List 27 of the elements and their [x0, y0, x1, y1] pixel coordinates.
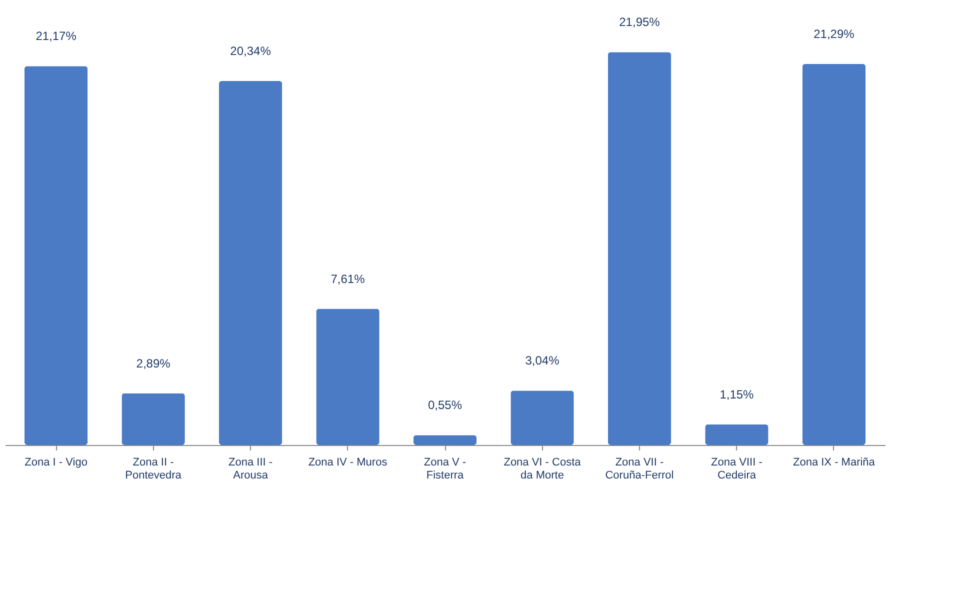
data-label: 21,17% — [36, 29, 77, 44]
data-label: 20,34% — [230, 44, 272, 58]
data-label: 3,04% — [525, 354, 560, 368]
x-tick-label: Zona II - Pontevedra — [125, 456, 182, 482]
data-label: 21,29% — [814, 26, 855, 41]
bar — [608, 52, 672, 445]
bar — [24, 66, 88, 445]
x-tick-label: Zona VI - Costa da Morte — [504, 456, 582, 482]
data-label: 21,95% — [619, 15, 660, 30]
bar — [122, 393, 185, 445]
x-tick-label: Zona VII - Coruña-Ferrol — [605, 456, 674, 482]
x-tick-label: Zona VIII - Cedeira — [711, 456, 763, 482]
data-label: 2,89% — [136, 356, 171, 370]
x-tick-label: Zona V - Fisterra — [424, 456, 466, 482]
x-tick-label: Zona IX - Mariña — [792, 456, 876, 468]
bar — [510, 390, 574, 445]
data-label: 0,55% — [428, 398, 462, 412]
bar — [802, 64, 866, 445]
data-label: 1,15% — [720, 387, 754, 402]
bar — [413, 435, 477, 445]
bar — [705, 424, 768, 445]
x-tick-label: Zona III - Arousa — [228, 456, 273, 482]
bar — [218, 80, 282, 445]
bar — [316, 308, 380, 445]
data-label: 7,61% — [330, 272, 366, 286]
x-tick-label: Zona IV - Muros — [308, 456, 388, 468]
x-tick-label: Zona I - Vigo — [24, 456, 88, 468]
